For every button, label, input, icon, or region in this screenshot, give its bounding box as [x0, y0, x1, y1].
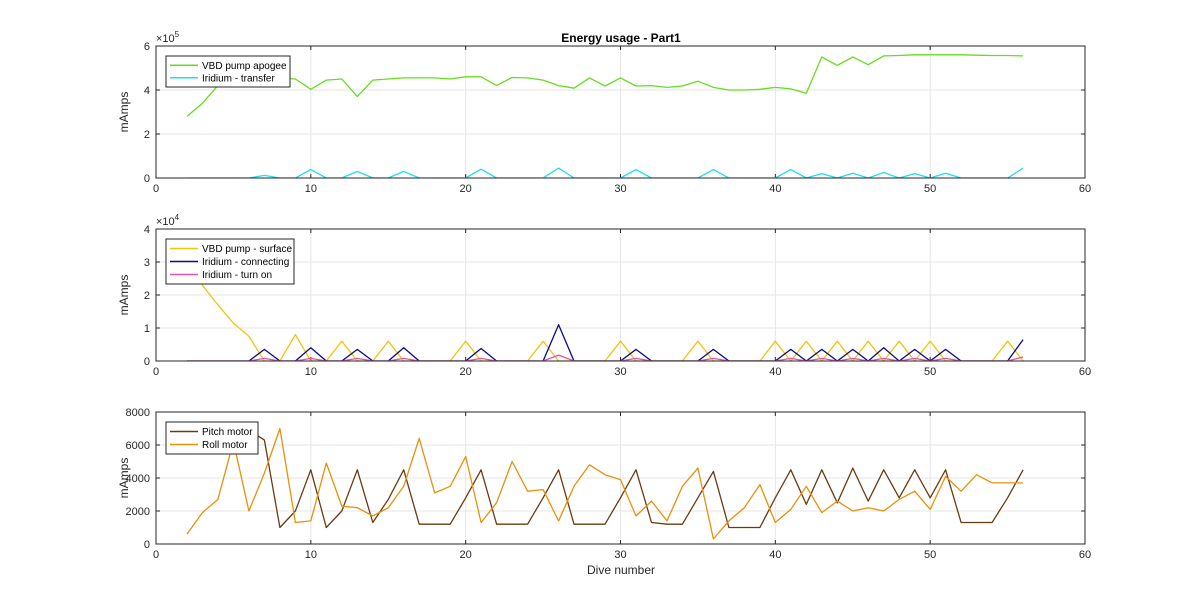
y-axis-label: mAmps [117, 458, 131, 499]
x-tick-label: 50 [924, 366, 936, 378]
axes-box [155, 228, 1086, 362]
y-tick-label: 6 [144, 41, 150, 53]
y-axis-label: mAmps [117, 275, 131, 316]
legend-entry: Roll motor [202, 440, 248, 451]
x-tick-label: 40 [769, 549, 781, 561]
x-tick-label: 20 [460, 183, 472, 195]
subplot-3: 0 10 20 30 40 50 60 0 2000 4000 6000 8000 mAmps Pitch… [117, 407, 1091, 561]
x-tick-label: 60 [1079, 183, 1091, 195]
y-tick-label: 2 [144, 129, 150, 141]
x-tick-label: 60 [1079, 549, 1091, 561]
x-tick-label: 60 [1079, 366, 1091, 378]
y-tick-label: 0 [144, 173, 150, 185]
subplot-1: 0 10 20 30 40 50 60 0 2 4 6 ×105 mAmps VBD pump apoge… [117, 30, 1091, 195]
series-line-roll-motor [186, 427, 1024, 540]
x-axis-label: Dive number [587, 563, 655, 577]
legend-entry: Iridium - transfer [202, 73, 275, 84]
x-tick-label: 10 [305, 366, 317, 378]
x-tick-label: 50 [924, 549, 936, 561]
legend-entry: VBD pump - surface [202, 244, 292, 255]
y-tick-label: 2000 [126, 506, 150, 518]
x-tick-label: 30 [614, 366, 626, 378]
y-tick-label: 0 [144, 356, 150, 368]
y-tick-label: 6000 [126, 440, 150, 452]
legend-entry: Iridium - connecting [202, 257, 289, 268]
y-tick-label: 2 [144, 290, 150, 302]
x-tick-label: 20 [460, 549, 472, 561]
legend-entry: Pitch motor [202, 427, 253, 438]
x-tick-label: 0 [153, 183, 159, 195]
y-tick-label: 8000 [126, 407, 150, 419]
y-tick-label: 3 [144, 257, 150, 269]
y-tick-label: 4000 [126, 473, 150, 485]
axes-box [155, 45, 1086, 179]
x-tick-label: 40 [769, 183, 781, 195]
x-tick-label: 0 [153, 549, 159, 561]
y-exponent-label: ×105 [156, 30, 180, 45]
x-tick-label: 10 [305, 549, 317, 561]
y-tick-label: 4 [144, 85, 150, 97]
figure-title: Energy usage - Part1 [561, 31, 681, 45]
y-exponent-label: ×104 [156, 213, 180, 228]
legend: Pitch motor Roll motor [165, 421, 259, 455]
legend-box [165, 421, 259, 455]
x-tick-label: 40 [769, 366, 781, 378]
series-line-pitch-motor [187, 429, 1024, 529]
x-tick-label: 20 [460, 366, 472, 378]
legend: VBD pump - surface Iridium - connecting Ir… [165, 238, 295, 285]
x-tick-label: 30 [614, 183, 626, 195]
y-axis-label: mAmps [117, 92, 131, 133]
legend-box [165, 55, 291, 88]
subplot-2: 0 10 20 30 40 50 60 0 1 2 3 4 ×104 mAmps VBD pump - su… [117, 213, 1091, 378]
y-tick-label: 4 [144, 224, 150, 236]
legend-entry: Iridium - turn on [202, 270, 272, 281]
y-tick-label: 1 [144, 323, 150, 335]
x-tick-label: 30 [614, 549, 626, 561]
x-tick-label: 50 [924, 183, 936, 195]
legend-entry: VBD pump apogee [202, 61, 287, 72]
series-line-iridium-turn-on [187, 354, 1024, 361]
series-line-vbd-pump-apogee [186, 54, 1024, 117]
axes-box [155, 411, 1086, 545]
x-tick-label: 0 [153, 366, 159, 378]
series-line-iridium-transfer [187, 167, 1024, 178]
y-tick-label: 0 [144, 539, 150, 551]
series-line-iridium-connecting [187, 324, 1024, 361]
x-tick-label: 10 [305, 183, 317, 195]
